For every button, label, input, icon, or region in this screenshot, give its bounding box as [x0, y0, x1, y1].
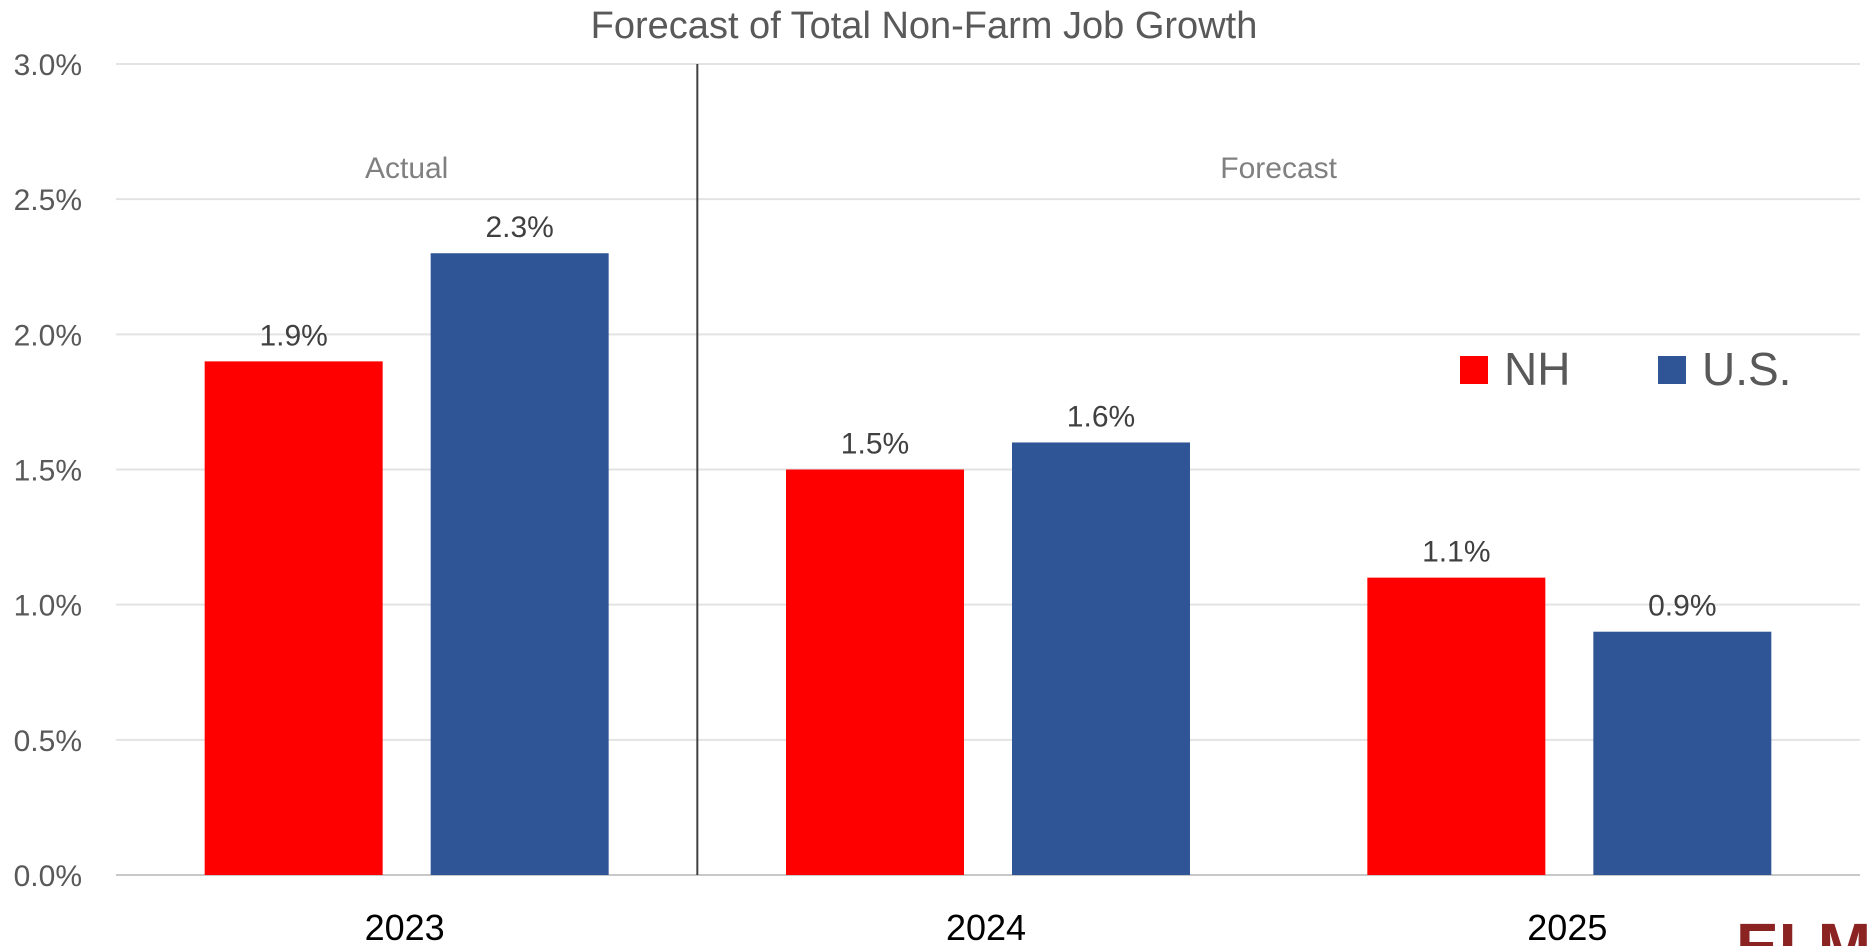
- data-label: 1.6%: [1067, 400, 1135, 433]
- bar-us-2025: [1593, 631, 1772, 875]
- y-tick-label: 2.5%: [14, 184, 82, 217]
- data-label-layer: 1.9% 1.5% 1.1% 2.3% 1.6% 0.9%: [259, 211, 1716, 622]
- y-tick-label: 3.0%: [14, 49, 82, 82]
- y-tick-label: 2.0%: [14, 319, 82, 352]
- bar-nh-2025: [1367, 577, 1546, 875]
- x-tick-label: 2023: [365, 907, 445, 946]
- axis-layer: 0.0% 0.5% 1.0% 1.5% 2.0% 2.5% 3.0% 2023 2024 2025: [14, 49, 1608, 948]
- x-tick-label: 2025: [1527, 907, 1607, 946]
- bar-us-2024: [1012, 442, 1190, 875]
- data-label: 0.9%: [1648, 590, 1716, 623]
- annotation-forecast: Forecast: [1220, 152, 1337, 185]
- bar-us-2023: [430, 253, 609, 875]
- data-label: 1.9%: [259, 319, 327, 352]
- legend: NH U.S.: [1460, 343, 1791, 395]
- logo: ELM: [1736, 910, 1871, 951]
- legend-swatch: [1658, 356, 1686, 384]
- data-label: 1.1%: [1422, 536, 1490, 569]
- bar-layer: [204, 253, 1772, 875]
- y-tick-label: 0.0%: [14, 860, 82, 893]
- logo-mark: ELM: [1736, 910, 1871, 946]
- legend-swatch: [1460, 356, 1488, 384]
- annotation-layer: Actual Forecast: [365, 152, 1338, 185]
- y-tick-label: 0.5%: [14, 725, 82, 758]
- data-label: 2.3%: [485, 211, 553, 244]
- chart-title: Forecast of Total Non-Farm Job Growth: [591, 5, 1258, 47]
- x-tick-label: 2024: [946, 907, 1026, 946]
- legend-label: NH: [1504, 343, 1570, 395]
- grid-layer: [116, 63, 1860, 876]
- data-label: 1.5%: [841, 428, 909, 461]
- bar-nh-2024: [786, 469, 964, 875]
- annotation-actual: Actual: [365, 152, 448, 185]
- y-tick-label: 1.5%: [14, 455, 82, 488]
- bar-nh-2023: [204, 361, 383, 875]
- legend-label: U.S.: [1702, 343, 1791, 395]
- y-tick-label: 1.0%: [14, 590, 82, 623]
